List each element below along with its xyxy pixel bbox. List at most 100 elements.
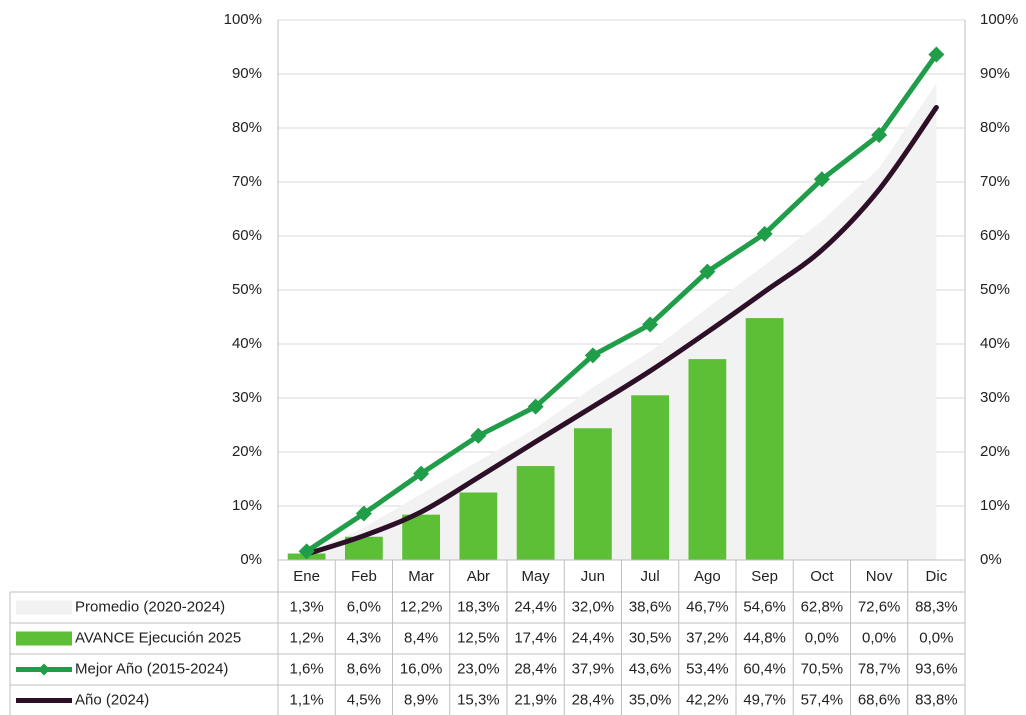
line (304, 104, 939, 557)
y2-tick-label: 70% (980, 173, 1010, 190)
table-cell: 0,0% (919, 629, 953, 646)
marker (527, 398, 544, 415)
y-tick-label: 60% (232, 227, 262, 244)
table-cell: 38,6% (629, 598, 672, 615)
table-cell: 30,5% (629, 629, 672, 646)
table-cell: 8,6% (347, 660, 381, 677)
table-cell: 57,4% (801, 691, 844, 708)
x-tick-label: Mar (408, 568, 434, 585)
table-cell: 32,0% (572, 598, 615, 615)
legend-label: AVANCE Ejecución 2025 (75, 629, 241, 646)
y2-tick-label: 80% (980, 119, 1010, 136)
x-tick-label: Ene (293, 568, 320, 585)
bar (402, 514, 441, 560)
table-cell: 12,2% (400, 598, 443, 615)
line (305, 53, 939, 554)
marker (470, 427, 487, 444)
y2-tick-label: 40% (980, 335, 1010, 352)
table-cell: 70,5% (801, 660, 844, 677)
y2-tick-label: 50% (980, 281, 1010, 298)
x-tick-label: Jul (641, 568, 660, 585)
table-cell: 6,0% (347, 598, 381, 615)
x-tick-label: Sep (751, 568, 778, 585)
marker (413, 465, 430, 482)
y2-tick-label: 60% (980, 227, 1010, 244)
y2-tick-label: 100% (980, 11, 1018, 28)
table-cell: 37,2% (686, 629, 729, 646)
bar (344, 536, 383, 560)
legend-label: Año (2024) (75, 691, 149, 708)
table-cell: 42,2% (686, 691, 729, 708)
table-cell: 68,6% (858, 691, 901, 708)
bar (745, 318, 784, 560)
y-tick-label: 90% (232, 65, 262, 82)
table-cell: 16,0% (400, 660, 443, 677)
marker (871, 127, 888, 144)
y-tick-label: 10% (232, 497, 262, 514)
table-cell: 35,0% (629, 691, 672, 708)
x-tick-label: Dic (926, 568, 948, 585)
table-cell: 83,8% (915, 691, 958, 708)
table-cell: 53,4% (686, 660, 729, 677)
table-cell: 8,4% (404, 629, 438, 646)
marker (756, 225, 773, 242)
marker (928, 46, 945, 63)
table-cell: 28,4% (572, 691, 615, 708)
table-cell: 4,5% (347, 691, 381, 708)
table-cell: 8,9% (404, 691, 438, 708)
table-cell: 37,9% (572, 660, 615, 677)
y-tick-label: 20% (232, 443, 262, 460)
y2-tick-label: 20% (980, 443, 1010, 460)
table-cell: 1,3% (290, 598, 324, 615)
y-tick-label: 50% (232, 281, 262, 298)
x-tick-label: Ago (694, 568, 721, 585)
table-cell: 1,2% (290, 629, 324, 646)
table-cell: 0,0% (862, 629, 896, 646)
table-cell: 1,6% (290, 660, 324, 677)
y2-tick-label: 30% (980, 389, 1010, 406)
table-cell: 49,7% (743, 691, 786, 708)
x-tick-label: Feb (351, 568, 377, 585)
marker (584, 347, 601, 364)
marker (642, 316, 659, 333)
table-cell: 18,3% (457, 598, 500, 615)
x-tick-label: Jun (581, 568, 605, 585)
y2-tick-label: 0% (980, 551, 1002, 568)
legend-label: Promedio (2020-2024) (75, 598, 225, 615)
table-cell: 24,4% (572, 629, 615, 646)
bar (688, 359, 727, 560)
marker (355, 505, 372, 522)
table-cell: 21,9% (514, 691, 557, 708)
legend-key (16, 631, 72, 646)
table-cell: 28,4% (514, 660, 557, 677)
table-cell: 24,4% (514, 598, 557, 615)
y-tick-label: 100% (224, 11, 262, 28)
x-tick-label: Oct (810, 568, 834, 585)
y-tick-label: 30% (232, 389, 262, 406)
marker (699, 263, 716, 280)
table-cell: 46,7% (686, 598, 729, 615)
y-tick-label: 80% (232, 119, 262, 136)
legend-key (16, 600, 72, 615)
y2-tick-label: 10% (980, 497, 1010, 514)
table-cell: 43,6% (629, 660, 672, 677)
x-tick-label: Nov (866, 568, 893, 585)
y2-tick-label: 90% (980, 65, 1010, 82)
marker (298, 543, 315, 560)
table-cell: 23,0% (457, 660, 500, 677)
table-cell: 17,4% (514, 629, 557, 646)
table-cell: 0,0% (805, 629, 839, 646)
bar (631, 395, 670, 560)
table-cell: 62,8% (801, 598, 844, 615)
table-cell: 44,8% (743, 629, 786, 646)
x-tick-label: May (521, 568, 550, 585)
x-tick-label: Abr (467, 568, 490, 585)
bar (516, 466, 555, 560)
legend-label: Mejor Año (2015-2024) (75, 660, 228, 677)
y-tick-label: 70% (232, 173, 262, 190)
bar (459, 492, 498, 560)
table-cell: 1,1% (290, 691, 324, 708)
table-cell: 54,6% (743, 598, 786, 615)
table-cell: 93,6% (915, 660, 958, 677)
table-cell: 4,3% (347, 629, 381, 646)
